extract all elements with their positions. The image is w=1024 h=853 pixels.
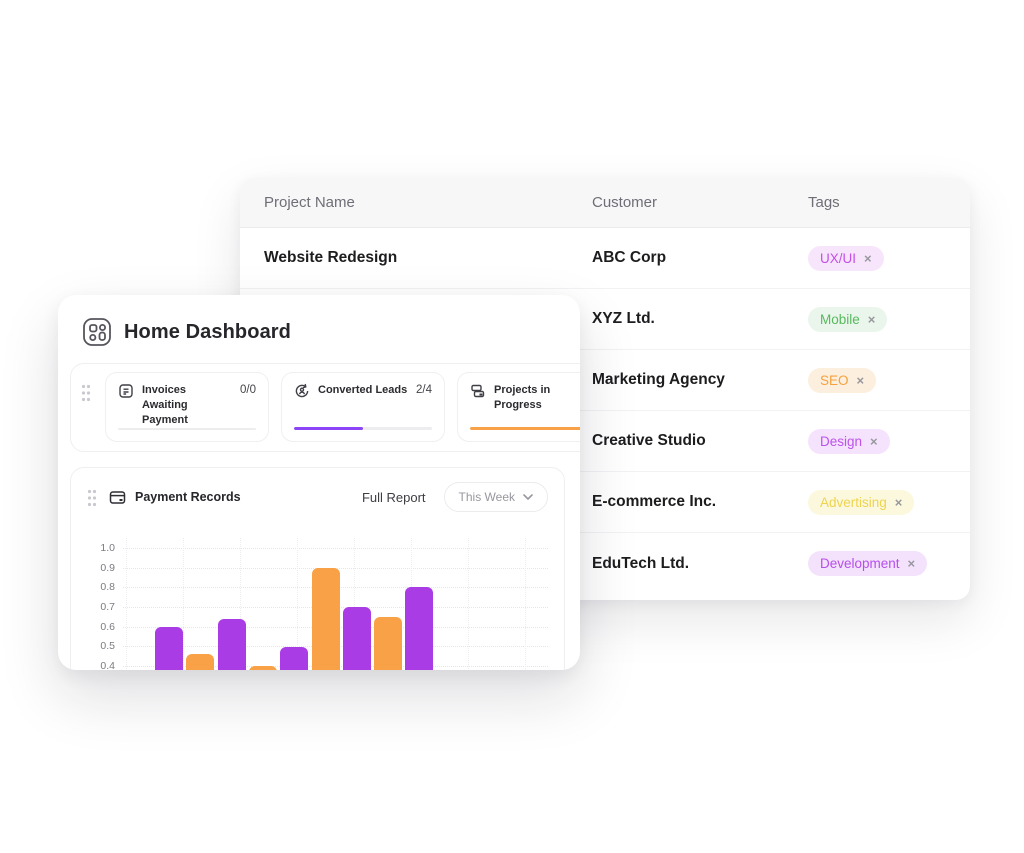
- stat-card-invoices-awaiting-payment[interactable]: Invoices Awaiting Payment 0/0: [105, 372, 269, 442]
- progress-bar: [118, 427, 256, 430]
- progress-bar: [294, 426, 432, 430]
- period-dropdown-value: This Week: [458, 490, 515, 504]
- dashboard-header: Home Dashboard: [58, 295, 580, 347]
- y-axis-tick-label: 0.8: [100, 581, 115, 594]
- dashboard-grid-icon: [82, 317, 112, 347]
- chart-bar[interactable]: [186, 654, 215, 670]
- stat-card-converted-leads[interactable]: Converted Leads 2/4: [281, 372, 445, 442]
- tag-remove-icon[interactable]: ×: [864, 250, 872, 266]
- table-row[interactable]: XYZ Ltd. Mobile ×: [240, 289, 970, 350]
- stat-value: 2/4: [416, 384, 432, 396]
- chart-bar[interactable]: [155, 626, 183, 670]
- invoice-icon: [118, 383, 134, 399]
- y-axis-tick-label: 0.4: [100, 660, 115, 670]
- convert-leads-icon: [294, 383, 310, 399]
- chart-bar[interactable]: [374, 616, 403, 670]
- period-dropdown[interactable]: This Week: [443, 482, 548, 512]
- tag-remove-icon[interactable]: ×: [856, 372, 865, 388]
- table-body: Website Redesign ABC Corp UX/UI × XYZ Ltd. Mo…: [240, 228, 970, 594]
- vertical-gridline: [126, 538, 127, 670]
- vertical-gridline: [297, 538, 298, 670]
- tag-label: Mobile: [820, 311, 860, 327]
- payment-records-panel: Payment Records Full Report This Week 1.…: [70, 467, 565, 670]
- tag-pill[interactable]: Design ×: [808, 428, 890, 454]
- chart-bar[interactable]: [405, 587, 434, 670]
- tag-label: SEO: [820, 372, 849, 388]
- tag-remove-icon[interactable]: ×: [894, 494, 903, 510]
- payment-records-chart: 1.0 0.9 0.8 0.7 0.6 0.5 0.4: [87, 538, 548, 670]
- stat-label: Invoices Awaiting Payment: [142, 384, 188, 426]
- horizontal-gridline: [123, 547, 548, 549]
- y-axis-tick-label: 0.5: [100, 640, 115, 653]
- chart-plot-area: [123, 538, 548, 670]
- cell-customer: XYZ Ltd.: [592, 310, 655, 327]
- tag-pill[interactable]: UX/UI ×: [808, 245, 884, 271]
- cell-customer: Creative Studio: [592, 432, 706, 449]
- cell-tags: UX/UI ×: [808, 245, 970, 271]
- cell-tags: Design ×: [808, 428, 970, 454]
- home-dashboard-card: Home Dashboard: [58, 295, 580, 670]
- y-axis-tick-label: 0.9: [100, 561, 115, 574]
- progress-bar: [470, 426, 580, 430]
- column-header-tags: Tags: [808, 194, 840, 211]
- tag-label: Design: [820, 433, 863, 449]
- y-axis-tick-label: 0.7: [100, 600, 115, 613]
- cell-customer: EduTech Ltd.: [592, 554, 690, 572]
- full-report-link[interactable]: Full Report: [361, 489, 426, 505]
- chart-bar[interactable]: [280, 646, 309, 670]
- table-row[interactable]: Marketing Agency SEO ×: [240, 350, 970, 411]
- table-row[interactable]: EduTech Ltd. Development ×: [240, 533, 970, 594]
- chart-bar[interactable]: [342, 607, 371, 670]
- stats-widget: Invoices Awaiting Payment 0/0: [70, 363, 580, 452]
- table-row[interactable]: Website Redesign ABC Corp UX/UI ×: [240, 228, 970, 289]
- table-row[interactable]: Creative Studio Design ×: [240, 411, 970, 472]
- tag-label: UX/UI: [820, 250, 857, 266]
- drag-handle-icon[interactable]: [87, 487, 99, 507]
- cell-customer: E-commerce Inc.: [592, 493, 717, 510]
- chart-y-axis: 1.0 0.9 0.8 0.7 0.6 0.5 0.4: [87, 538, 115, 670]
- tag-pill[interactable]: SEO ×: [808, 367, 877, 393]
- vertical-gridline: [354, 538, 355, 670]
- cell-tags: SEO ×: [808, 367, 970, 393]
- vertical-gridline: [240, 538, 241, 670]
- tag-remove-icon[interactable]: ×: [907, 556, 916, 571]
- column-header-project-name: Project Name: [264, 194, 355, 211]
- vertical-gridline: [525, 538, 526, 670]
- projects-icon: [470, 383, 486, 399]
- tag-pill[interactable]: Advertising ×: [808, 489, 915, 515]
- cell-project-name: Website Redesign: [264, 249, 398, 266]
- cell-tags: Development ×: [808, 551, 970, 576]
- cell-tags: Advertising ×: [808, 489, 970, 515]
- table-row[interactable]: E-commerce Inc. Advertising ×: [240, 472, 970, 533]
- cell-customer: ABC Corp: [592, 249, 667, 266]
- chevron-down-icon: [523, 494, 533, 500]
- tag-pill[interactable]: Mobile ×: [808, 306, 888, 332]
- tag-remove-icon[interactable]: ×: [867, 311, 876, 327]
- cell-tags: Mobile ×: [808, 306, 970, 332]
- y-axis-tick-label: 1.0: [100, 541, 115, 554]
- payment-panel-header: Payment Records Full Report This Week: [87, 482, 548, 512]
- chart-bar[interactable]: [217, 618, 246, 670]
- page-title: Home Dashboard: [124, 320, 291, 343]
- stat-label: Projects in Progress: [494, 384, 551, 411]
- payment-card-icon: [109, 490, 126, 505]
- chart-bar[interactable]: [248, 666, 277, 670]
- tag-label: Development: [820, 556, 900, 571]
- tag-label: Advertising: [820, 494, 887, 510]
- stat-label: Converted Leads: [318, 384, 408, 396]
- vertical-gridline: [183, 538, 184, 670]
- cell-customer: Marketing Agency: [592, 371, 725, 388]
- tag-remove-icon[interactable]: ×: [870, 433, 878, 449]
- tag-pill[interactable]: Development ×: [808, 551, 928, 576]
- drag-handle-icon[interactable]: [79, 372, 93, 402]
- stat-value: 0/0: [240, 384, 256, 396]
- table-header: Project Name Customer Tags: [240, 178, 970, 228]
- chart-bar[interactable]: [311, 567, 340, 670]
- y-axis-tick-label: 0.6: [100, 620, 115, 633]
- column-header-customer: Customer: [592, 194, 658, 211]
- stat-card-projects-in-progress[interactable]: Projects in Progress: [457, 372, 580, 442]
- panel-title: Payment Records: [135, 490, 241, 504]
- vertical-gridline: [468, 538, 469, 670]
